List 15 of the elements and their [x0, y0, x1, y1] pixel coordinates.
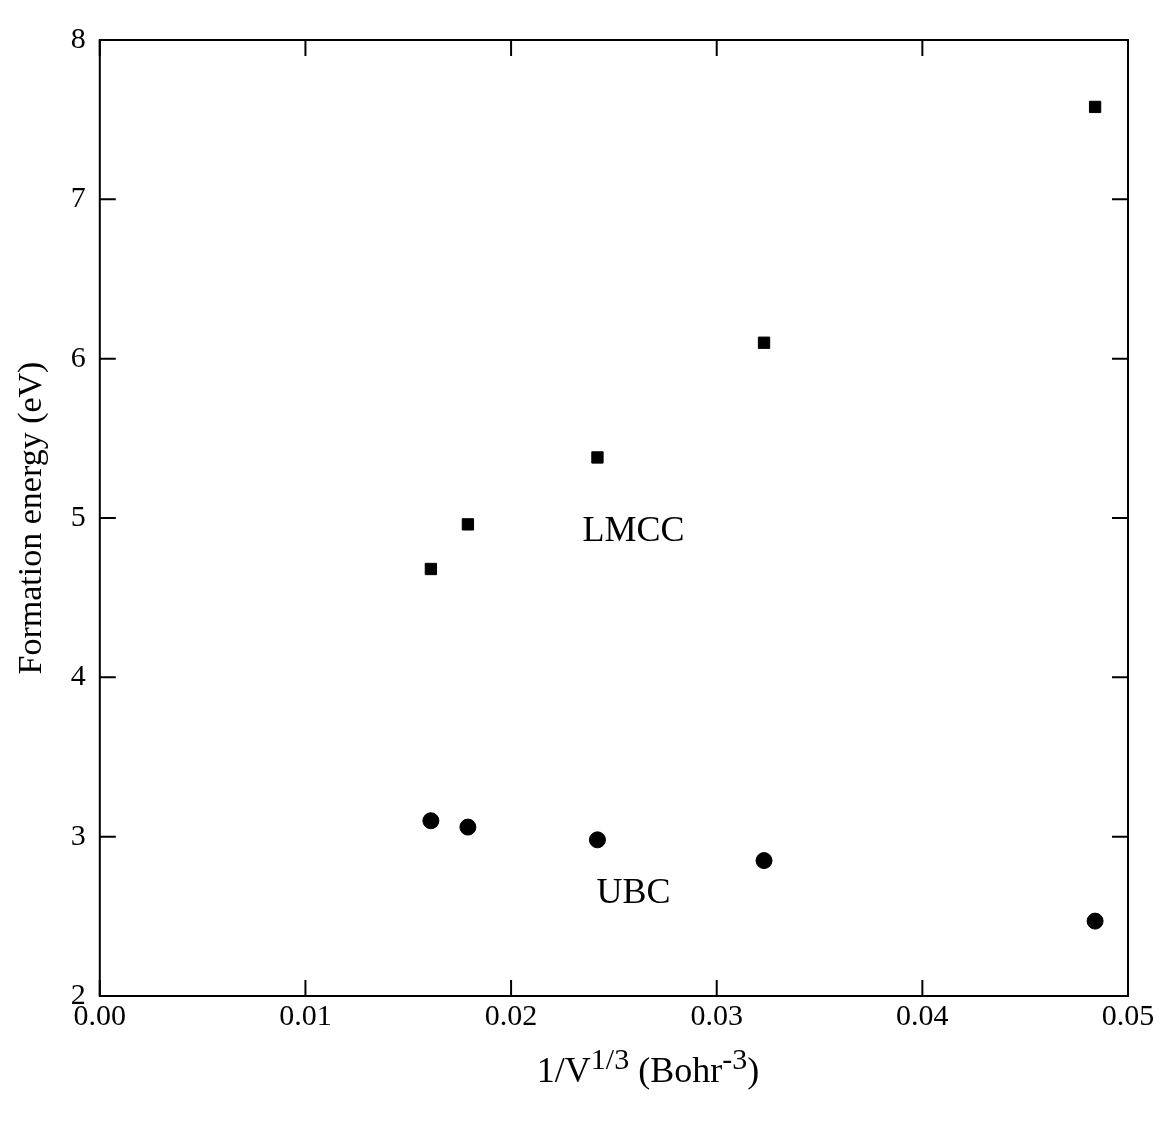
- x-tick-label: 0.03: [690, 997, 743, 1031]
- x-tick-label: 0.01: [279, 997, 332, 1031]
- series-label: UBC: [596, 871, 671, 912]
- y-tick-label: 3: [70, 817, 86, 851]
- y-tick-label: 8: [70, 20, 86, 54]
- x-axis-title: 1/V$^{1/3}$ (Bohr$^{-3}$): [535, 1042, 761, 1091]
- y-tick-label: 5: [70, 498, 86, 532]
- y-tick-label: 6: [70, 339, 86, 373]
- x-tick-label: 0.04: [896, 997, 949, 1031]
- y-axis-title: Formation energy (eV): [11, 361, 50, 675]
- y-tick-label: 4: [70, 658, 86, 692]
- x-tick-label: 0.02: [484, 997, 538, 1031]
- y-tick-label: 7: [70, 180, 86, 214]
- x-tick-label: 0.05: [1101, 997, 1155, 1031]
- series-label: LMCC: [582, 508, 685, 549]
